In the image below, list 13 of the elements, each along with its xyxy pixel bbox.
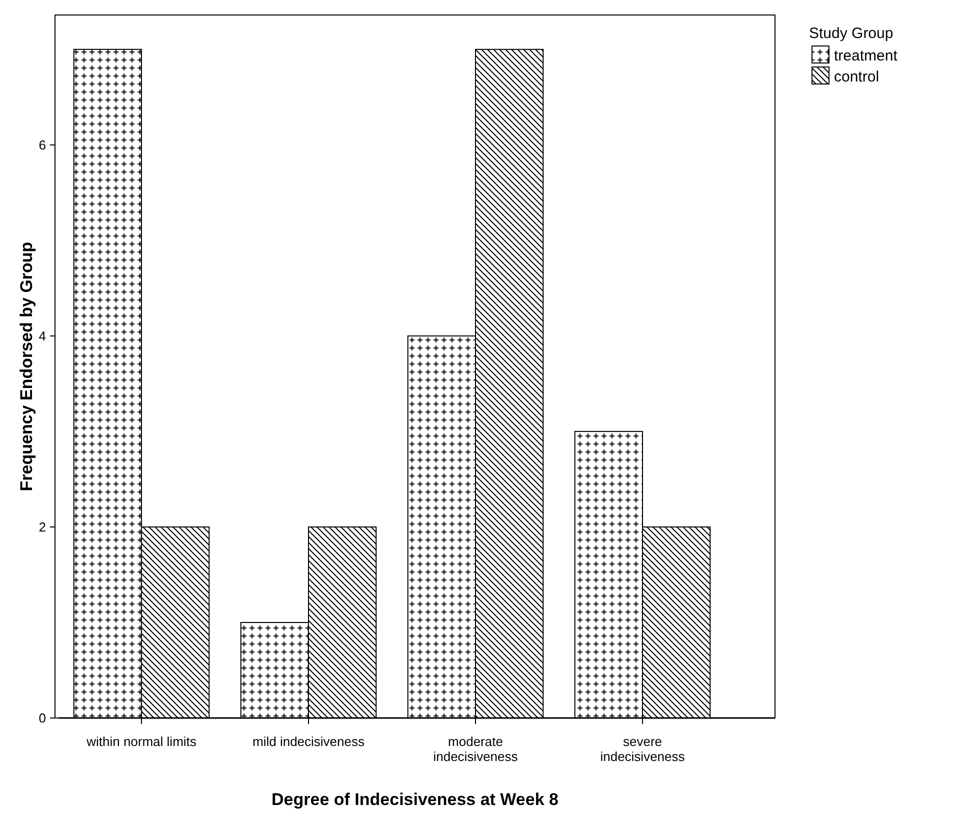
x-tick-label: within normal limits [86, 734, 197, 749]
x-tick-label: moderate indecisiveness [433, 734, 518, 764]
y-axis-title: Frequency Endorsed by Group [17, 242, 36, 492]
y-tick-label: 0 [38, 710, 46, 726]
legend-label: treatment [834, 47, 898, 64]
x-tick-label: mild indecisiveness [252, 734, 365, 749]
legend-label: control [834, 68, 880, 86]
y-tick-label: 6 [38, 137, 46, 152]
y-tick-label: 2 [38, 520, 46, 535]
x-tick-label: severe indecisiveness [600, 734, 686, 764]
y-tick-label: 4 [38, 328, 46, 344]
x-axis-title: Degree of Indecisiveness at Week 8 [272, 790, 558, 809]
legend-title: Study Group [809, 25, 894, 42]
